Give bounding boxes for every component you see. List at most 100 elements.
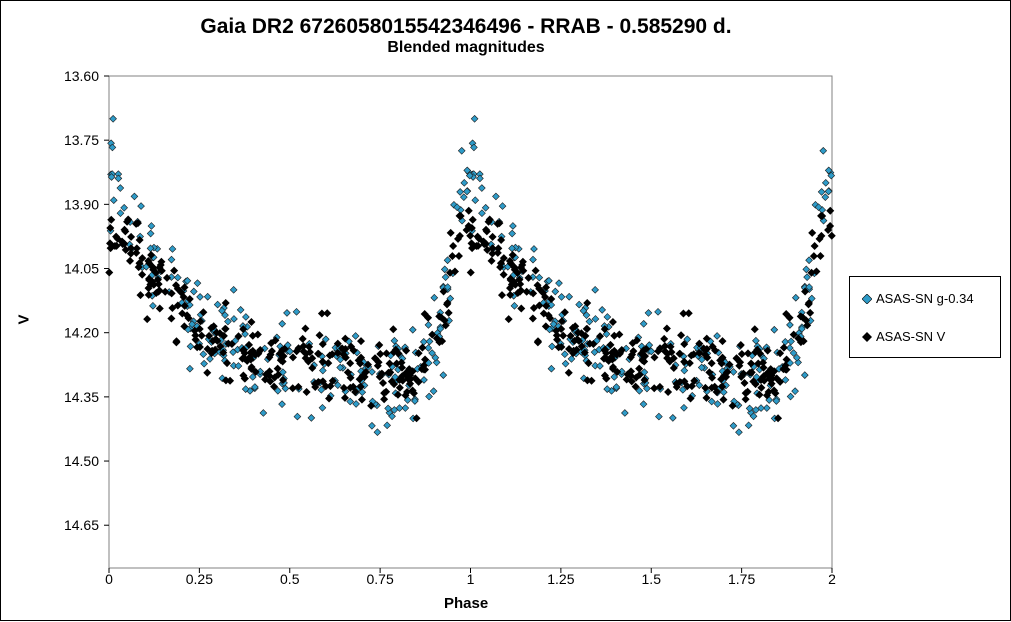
data-point-v — [144, 290, 153, 299]
data-point-v — [454, 234, 463, 243]
data-point-v — [412, 414, 421, 423]
data-point-v — [763, 391, 772, 400]
data-point-v — [414, 349, 423, 358]
data-point-g — [510, 302, 519, 310]
data-point-v — [221, 324, 230, 333]
plot-border — [108, 75, 833, 569]
data-point-v — [244, 340, 253, 349]
data-point-v — [149, 280, 158, 289]
data-point-v — [736, 341, 745, 350]
x-tick-label: 1.75 — [728, 571, 755, 587]
data-point-v — [173, 301, 182, 310]
data-point-v — [553, 335, 562, 344]
data-point-v — [308, 354, 317, 363]
data-point-g — [548, 342, 556, 351]
data-point-v — [817, 211, 826, 220]
data-point-g — [744, 421, 753, 430]
data-point-v — [580, 348, 589, 357]
data-point-g — [278, 319, 287, 328]
data-point-v — [193, 343, 202, 352]
data-point-v — [155, 263, 164, 272]
data-point-v — [632, 373, 641, 382]
data-point-g — [547, 364, 556, 373]
data-point-v — [587, 376, 596, 385]
data-point-v — [403, 368, 412, 377]
data-point-v — [333, 339, 342, 348]
data-point-v — [789, 330, 798, 339]
data-point-v — [179, 292, 188, 301]
data-point-g — [292, 307, 301, 316]
data-point-g — [251, 383, 259, 391]
data-point-v — [717, 375, 726, 384]
data-point-g — [824, 187, 833, 196]
data-point-v — [256, 346, 265, 355]
data-point-g — [307, 414, 316, 422]
data-point-v — [695, 339, 704, 348]
data-point-g — [321, 335, 330, 344]
data-point-v — [323, 309, 332, 318]
data-point-v — [482, 227, 491, 236]
data-point-v — [808, 228, 817, 237]
data-point-v — [497, 236, 506, 245]
data-point-v — [517, 304, 526, 313]
data-point-v — [144, 284, 153, 293]
data-point-g — [199, 350, 208, 359]
data-point-g — [107, 173, 116, 181]
data-point-v — [707, 359, 716, 368]
data-point-v — [386, 368, 395, 377]
data-point-g — [561, 359, 570, 368]
data-point-g — [582, 311, 591, 320]
data-point-v — [718, 382, 727, 391]
data-point-v — [737, 350, 746, 359]
data-point-g — [654, 307, 662, 316]
data-point-v — [325, 351, 334, 360]
data-point-v — [315, 331, 324, 340]
data-point-v — [690, 376, 699, 385]
data-point-v — [439, 287, 448, 296]
data-point-v — [167, 314, 176, 323]
data-point-g — [695, 381, 704, 390]
data-point-v — [262, 370, 271, 379]
data-point-v — [356, 337, 365, 346]
data-point-g — [752, 406, 760, 414]
data-point-v — [686, 394, 695, 403]
data-point-g — [579, 306, 588, 315]
data-point-v — [666, 342, 675, 351]
data-point-v — [735, 361, 744, 370]
data-point-g — [260, 344, 269, 353]
data-point-v — [718, 337, 727, 346]
data-point-v — [397, 363, 406, 372]
data-point-v — [699, 344, 708, 353]
data-point-g — [786, 344, 794, 352]
data-point-g — [336, 355, 345, 364]
data-point-v — [317, 309, 326, 318]
x-tick-label: 0.5 — [280, 571, 300, 587]
data-point-v — [170, 266, 179, 275]
data-point-v — [408, 386, 417, 395]
data-point-g — [635, 386, 644, 395]
data-point-v — [750, 325, 759, 334]
data-point-g — [425, 337, 434, 346]
data-point-g — [319, 366, 327, 375]
data-point-g — [591, 285, 599, 294]
data-point-g — [333, 381, 342, 390]
data-point-v — [382, 349, 391, 358]
legend-item-v: ASAS-SN V — [862, 329, 945, 344]
data-point-g — [196, 293, 204, 301]
data-point-g — [186, 342, 195, 351]
data-point-v — [271, 336, 280, 345]
data-point-v — [421, 355, 430, 364]
data-point-v — [596, 332, 605, 341]
data-point-g — [440, 265, 449, 274]
data-point-g — [318, 403, 327, 412]
data-point-v — [533, 281, 542, 290]
data-point-v — [583, 324, 592, 333]
data-point-g — [229, 348, 237, 356]
data-point-g — [680, 403, 688, 412]
data-point-v — [623, 370, 632, 379]
data-point-v — [635, 364, 644, 373]
data-point-v — [221, 298, 230, 307]
data-point-g — [478, 184, 486, 192]
data-point-g — [476, 174, 484, 183]
data-point-g — [481, 203, 490, 212]
